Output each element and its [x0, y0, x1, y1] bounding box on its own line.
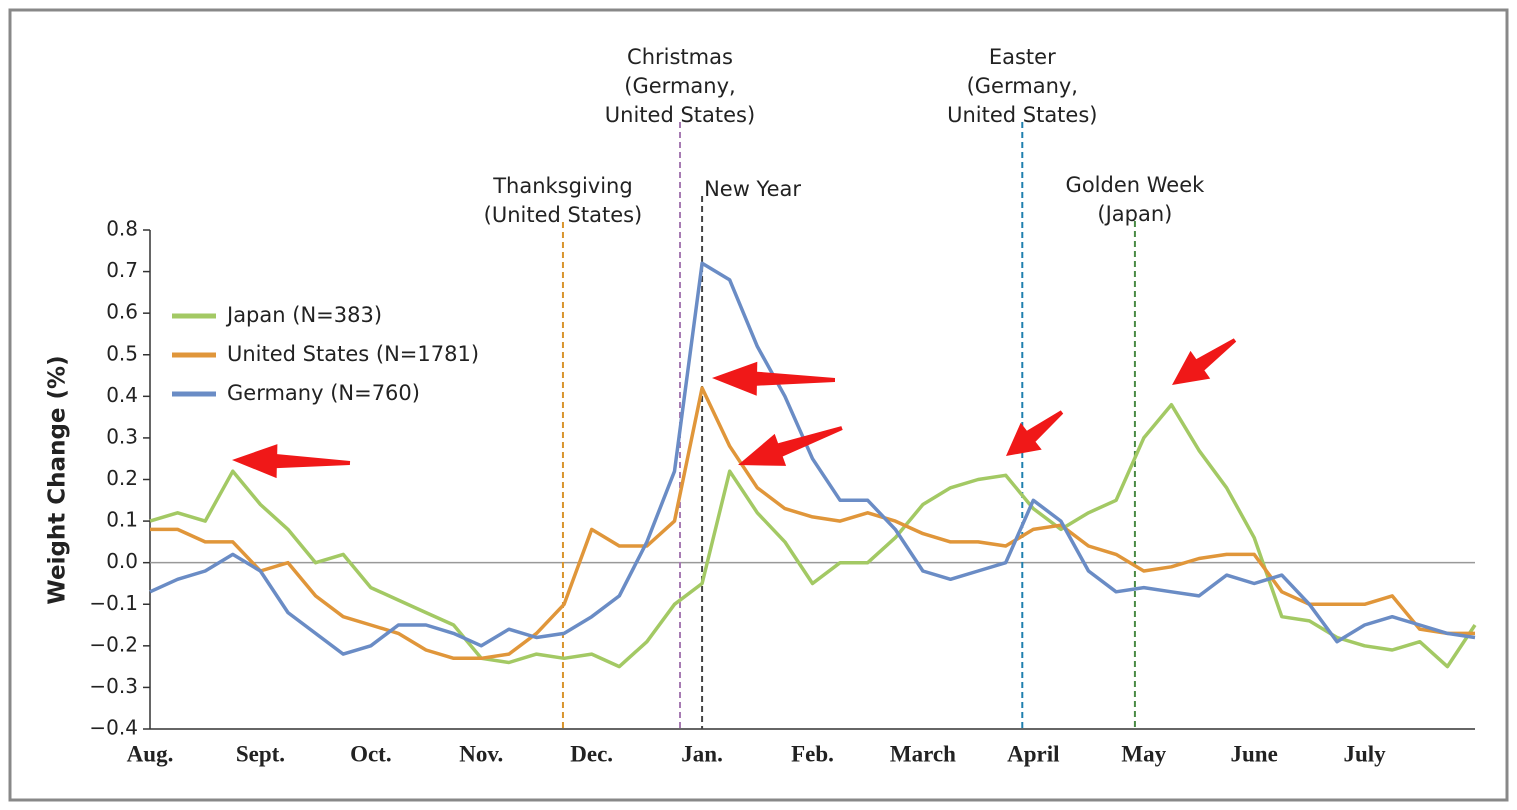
pointer-arrow	[232, 444, 351, 479]
series-line	[150, 386, 1475, 661]
y-tick-label: 0.3	[106, 424, 138, 448]
y-tick-label: −0.4	[89, 716, 138, 740]
x-tick-label: Dec.	[570, 741, 613, 766]
y-tick-label: 0.7	[106, 258, 138, 282]
legend-label: United States (N=1781)	[227, 342, 479, 366]
y-tick-label: 0.4	[106, 383, 138, 407]
pointer-arrow	[738, 426, 843, 466]
x-tick-label: March	[890, 741, 956, 766]
frame	[8, 8, 1509, 802]
holiday-label: Golden Week	[1066, 173, 1206, 197]
holiday-label: United States)	[947, 103, 1097, 127]
x-tick-label: July	[1343, 741, 1386, 766]
y-tick-label: 0.0	[106, 549, 138, 573]
x-tick-label: Jan.	[681, 741, 723, 766]
y-tick-label: −0.2	[89, 632, 138, 656]
holiday-label: United States)	[605, 103, 755, 127]
x-tick-label: Nov.	[459, 741, 503, 766]
legend-label: Germany (N=760)	[227, 381, 420, 405]
holiday-label: (Japan)	[1097, 202, 1172, 226]
y-tick-label: −0.3	[89, 674, 138, 698]
legend-label: Japan (N=383)	[225, 303, 382, 327]
holiday-label: (Germany,	[624, 74, 735, 98]
y-tick-label: 0.8	[106, 217, 138, 241]
holiday-label: Easter	[989, 45, 1056, 69]
x-tick-label: Sept.	[236, 741, 285, 766]
x-tick-label: Aug.	[127, 741, 174, 766]
y-tick-label: 0.5	[106, 341, 138, 365]
y-tick-label: 0.2	[106, 466, 138, 490]
series-line	[149, 402, 1477, 669]
y-tick-label: 0.6	[106, 300, 138, 324]
x-tick-label: April	[1007, 741, 1059, 766]
x-tick-label: Feb.	[791, 741, 834, 766]
holiday-label: New Year	[704, 177, 801, 201]
y-axis-label: Weight Change (%)	[45, 355, 71, 604]
holiday-label: (Germany,	[967, 74, 1078, 98]
x-tick-label: Oct.	[350, 741, 392, 766]
holiday-label: (United States)	[484, 203, 643, 227]
holiday-label: Christmas	[627, 45, 733, 69]
y-tick-label: −0.1	[89, 591, 138, 615]
pointer-arrow	[1172, 338, 1237, 385]
y-tick-label: 0.1	[106, 508, 138, 532]
x-tick-label: June	[1231, 741, 1278, 766]
pointer-arrow	[712, 361, 835, 396]
pointer-arrow	[1006, 410, 1064, 456]
series-line	[149, 261, 1476, 656]
x-tick-label: May	[1121, 741, 1166, 766]
holiday-label: Thanksgiving	[492, 174, 632, 198]
